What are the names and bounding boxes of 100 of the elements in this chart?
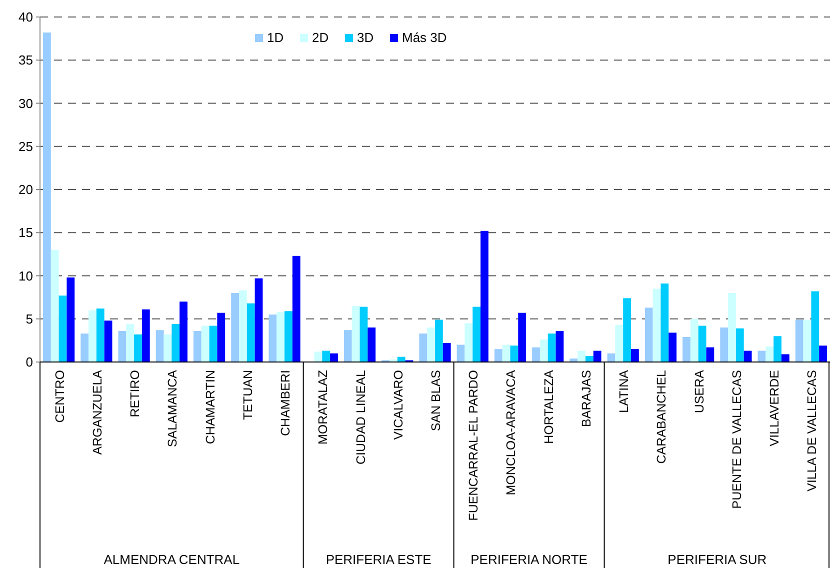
bar xyxy=(728,293,736,362)
bar xyxy=(690,318,698,362)
bar xyxy=(217,312,226,362)
bar xyxy=(736,328,744,362)
x-tick-label: CARABANCHEL xyxy=(654,370,669,464)
x-tick-label: LATINA xyxy=(617,369,632,413)
bar xyxy=(819,346,827,362)
bar xyxy=(231,293,240,362)
x-tick-label: FUENCARRAL-EL PARDO xyxy=(466,370,481,521)
bar xyxy=(180,302,188,362)
bar xyxy=(774,336,782,362)
y-tick-label: 20 xyxy=(18,182,33,198)
y-tick-label: 0 xyxy=(26,354,33,370)
bar xyxy=(682,336,690,362)
bar xyxy=(811,291,820,362)
bar xyxy=(344,330,352,362)
bar xyxy=(720,328,728,362)
bar xyxy=(330,353,338,362)
bar xyxy=(292,256,300,362)
y-tick-label: 35 xyxy=(18,52,33,68)
y-tick-label: 15 xyxy=(18,225,33,240)
bar xyxy=(548,334,556,362)
bar xyxy=(164,334,172,362)
y-tick-label: 30 xyxy=(18,96,33,111)
bar xyxy=(172,324,180,362)
y-tick-label: 5 xyxy=(26,311,33,326)
bar xyxy=(494,349,502,362)
bar xyxy=(126,324,134,362)
bar xyxy=(532,347,540,362)
bar xyxy=(268,314,277,362)
bar xyxy=(419,334,428,362)
bar xyxy=(239,290,247,362)
bar xyxy=(435,320,443,362)
y-tick-label: 40 xyxy=(18,10,33,25)
bar xyxy=(766,346,774,362)
bar xyxy=(623,298,631,362)
bar xyxy=(518,312,526,362)
x-tick-label: MONCLOA-ARAVACA xyxy=(504,369,518,496)
bar xyxy=(322,350,330,362)
bar xyxy=(556,330,564,362)
bar xyxy=(472,306,481,362)
legend-label: 3D xyxy=(357,30,374,45)
bar xyxy=(368,328,376,362)
legend-label: 1D xyxy=(267,30,284,45)
bar xyxy=(193,330,202,362)
bar xyxy=(698,326,706,362)
bar xyxy=(360,306,368,362)
bar xyxy=(456,344,465,362)
bar xyxy=(246,303,255,362)
bar xyxy=(585,356,594,362)
legend-label: Más 3D xyxy=(402,30,447,45)
bar xyxy=(593,350,602,362)
x-tick-label: CIUDAD LINEAL xyxy=(354,370,368,464)
y-tick-label: 25 xyxy=(18,138,33,154)
x-tick-label: CHAMBERI xyxy=(278,370,293,436)
x-tick-label: BARAJAS xyxy=(579,370,594,427)
x-tick-label: SALAMANCA xyxy=(166,369,180,448)
bar xyxy=(803,320,812,362)
bar xyxy=(652,288,661,362)
bar xyxy=(706,347,714,362)
x-tick-label: PUENTE DE VALLECAS xyxy=(730,370,744,509)
bar xyxy=(80,334,89,362)
bar xyxy=(142,309,150,362)
x-tick-label: RETIRO xyxy=(128,370,142,418)
bar xyxy=(540,340,548,362)
bar xyxy=(66,277,75,362)
bar xyxy=(744,350,752,362)
bar xyxy=(464,323,473,362)
bar xyxy=(352,306,360,362)
x-tick-label: VILLA DE VALLECAS xyxy=(805,370,820,492)
bar xyxy=(781,354,790,362)
bar xyxy=(510,346,518,362)
bar xyxy=(284,311,292,362)
x-tick-label: HORTALEZA xyxy=(542,369,556,444)
bar xyxy=(644,308,653,362)
bar xyxy=(276,312,285,362)
bar xyxy=(668,332,677,362)
bar xyxy=(58,296,67,362)
bar xyxy=(442,343,451,362)
x-tick-label: VICALVARO xyxy=(391,370,406,440)
text: PERIFERIA NORTE xyxy=(470,552,588,567)
bar xyxy=(104,320,112,362)
bar xyxy=(134,334,142,362)
x-tick-label: ARGANZUELA xyxy=(90,369,104,455)
x-tick-label: USERA xyxy=(692,369,706,414)
x-tick-label: SAN BLAS xyxy=(429,370,443,432)
bar xyxy=(50,250,59,362)
bar xyxy=(795,320,804,362)
bar xyxy=(502,344,510,362)
legend-label: 2D xyxy=(312,30,329,45)
bar xyxy=(314,352,322,362)
text: ALMENDRA CENTRAL xyxy=(104,552,240,567)
bar xyxy=(254,278,263,362)
x-tick-label: MORATALAZ xyxy=(316,370,330,445)
bar xyxy=(630,349,639,362)
bar xyxy=(156,330,164,362)
bar xyxy=(615,324,624,362)
bar xyxy=(209,326,218,362)
x-tick-label: CHAMARTIN xyxy=(203,370,218,444)
bar xyxy=(201,326,210,362)
